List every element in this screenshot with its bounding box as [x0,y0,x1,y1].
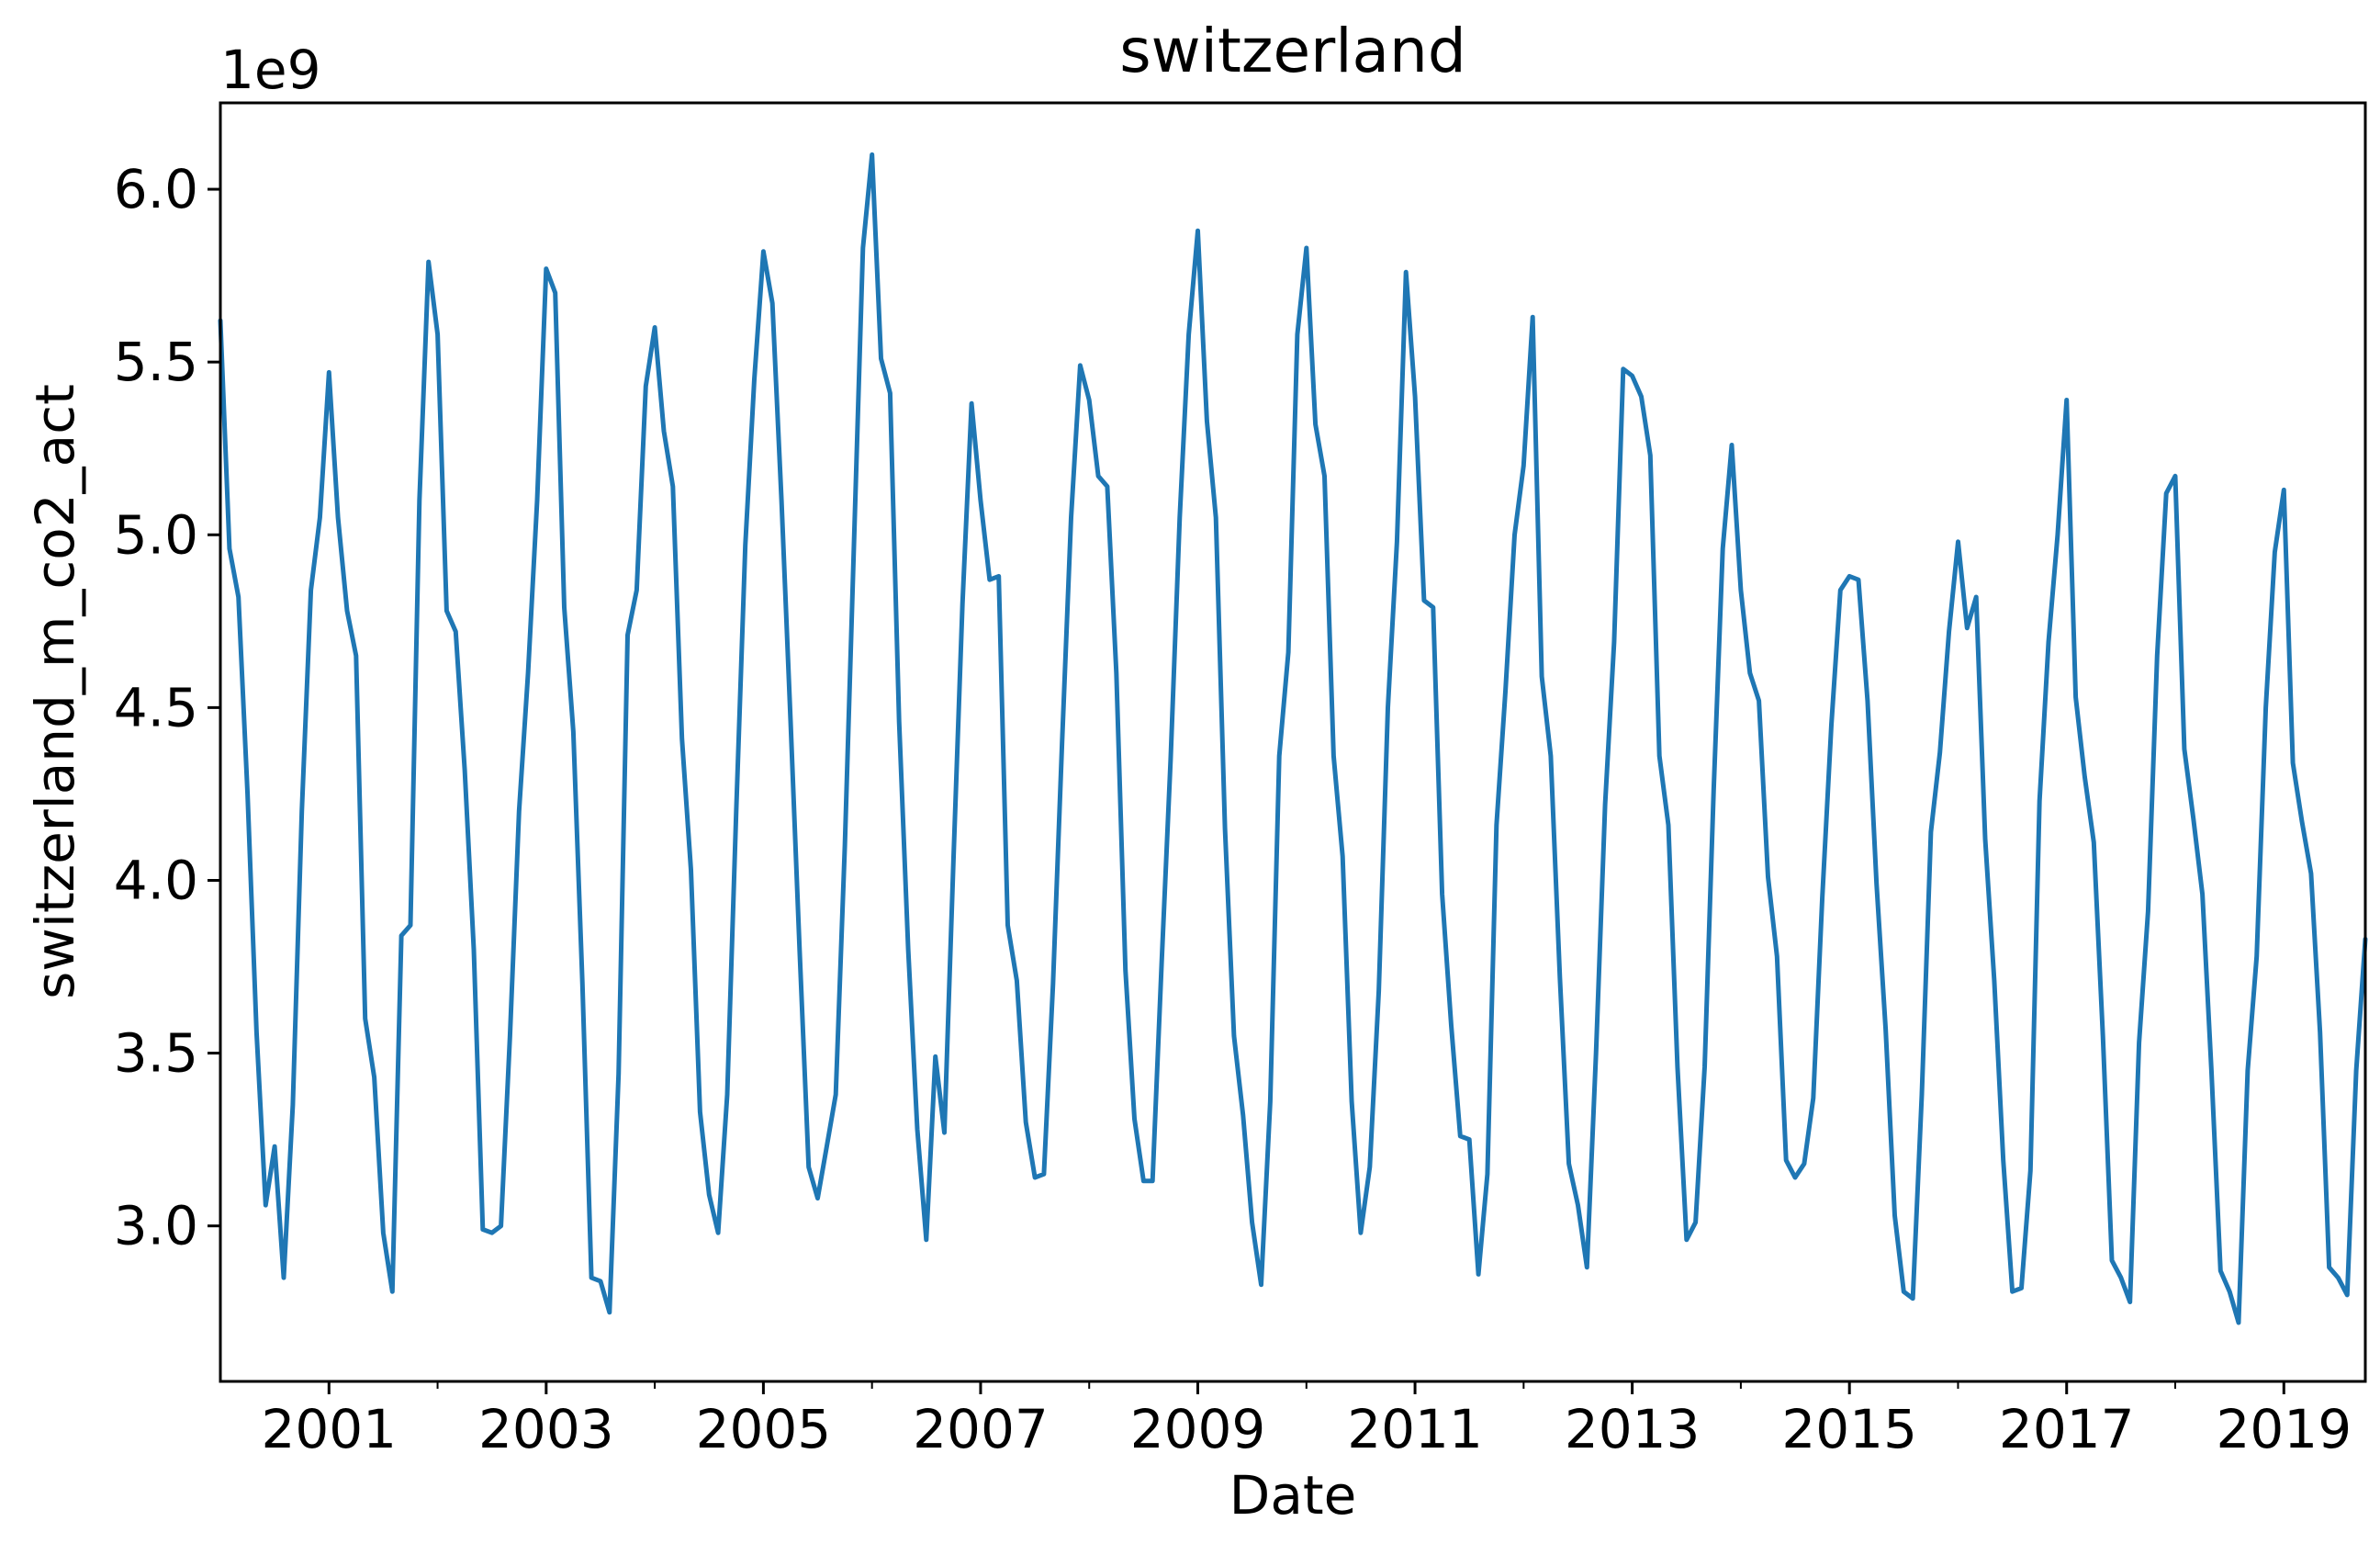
x-tick-label: 2019 [2216,1398,2352,1460]
y-tick-label: 4.0 [114,849,198,911]
y-tick-label: 5.5 [114,331,198,393]
series-line [218,152,2368,1325]
x-tick-label: 2017 [1999,1398,2135,1460]
y-tick-label: 3.0 [114,1195,198,1257]
y-offset-label: 1e9 [220,39,321,101]
series-layer [218,152,2368,1325]
x-tick-label: 2003 [478,1398,614,1460]
x-tick-label: 2011 [1347,1398,1483,1460]
x-tick-label: 2009 [1130,1398,1266,1460]
chart-title: switzerland [1119,16,1465,86]
x-tick-label: 2001 [261,1398,397,1460]
x-tick-label: 2015 [1781,1398,1917,1460]
x-axis-label: Date [1229,1464,1357,1527]
plot-frame [219,101,2367,1383]
x-tick-label: 2005 [696,1398,832,1460]
y-tick-label: 6.0 [114,158,198,220]
y-axis-label: switzerland_m_co2_act [24,384,86,999]
y-tick-label: 3.5 [114,1022,198,1085]
x-tick-label: 2013 [1565,1398,1701,1460]
axis-ticks: 3.0 3.5 4.0 4.5 5.0 5.5 6.0 2001 2003 2005 2007 200… [114,158,2352,1460]
y-tick-label: 4.5 [114,676,198,738]
y-tick-label: 5.0 [114,503,198,566]
x-tick-label: 2007 [913,1398,1049,1460]
